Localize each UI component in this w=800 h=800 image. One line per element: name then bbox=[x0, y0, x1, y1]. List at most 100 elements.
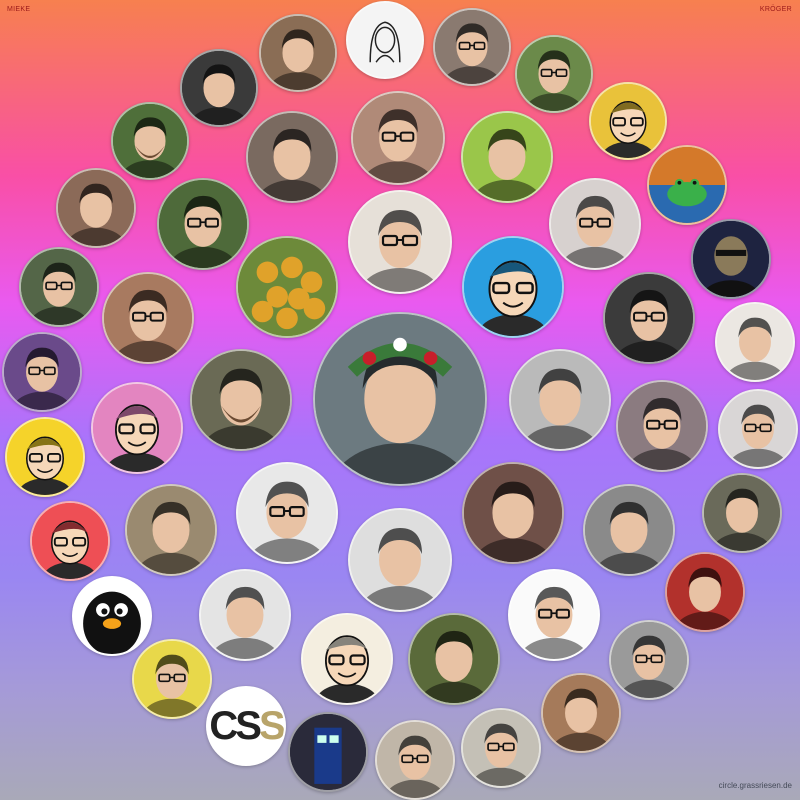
avatar[interactable] bbox=[603, 272, 695, 364]
avatar[interactable] bbox=[509, 349, 611, 451]
person-helmet-icon bbox=[410, 615, 498, 703]
person-icon bbox=[667, 554, 743, 630]
frog-icon bbox=[649, 147, 725, 223]
avatar[interactable] bbox=[715, 302, 795, 382]
cartoon-man-icon bbox=[464, 238, 562, 336]
avatar[interactable] bbox=[348, 508, 452, 612]
person-pipe-icon bbox=[182, 51, 256, 125]
avatar[interactable] bbox=[125, 484, 217, 576]
person-glasses-icon bbox=[551, 180, 639, 268]
avatar[interactable] bbox=[462, 236, 564, 338]
avatar[interactable] bbox=[236, 462, 338, 564]
avatar[interactable] bbox=[111, 102, 189, 180]
blonde-person-icon bbox=[463, 113, 551, 201]
person-glasses-icon bbox=[517, 37, 591, 111]
avatar[interactable] bbox=[583, 484, 675, 576]
person-beard-icon bbox=[113, 104, 187, 178]
avatar[interactable] bbox=[515, 35, 593, 113]
center-avatar[interactable] bbox=[313, 312, 487, 486]
avatar[interactable] bbox=[259, 14, 337, 92]
person-glasses-icon bbox=[353, 93, 443, 183]
avatar[interactable] bbox=[102, 272, 194, 364]
person-glasses-icon bbox=[159, 180, 247, 268]
person-glasses-icon bbox=[134, 641, 210, 717]
avatar[interactable] bbox=[246, 111, 338, 203]
person-glasses-icon bbox=[435, 10, 509, 84]
person-icon bbox=[201, 571, 289, 659]
person-microphone-icon bbox=[58, 170, 134, 246]
cartoon-rainbow-icon bbox=[591, 84, 665, 158]
person-glasses-icon bbox=[21, 249, 97, 325]
avatar[interactable] bbox=[718, 389, 798, 469]
avatar[interactable] bbox=[56, 168, 136, 248]
avatar[interactable] bbox=[19, 247, 99, 327]
avatar[interactable] bbox=[702, 473, 782, 553]
avatar[interactable] bbox=[541, 673, 621, 753]
avatar[interactable] bbox=[190, 349, 292, 451]
avatar[interactable] bbox=[647, 145, 727, 225]
avatar[interactable] bbox=[91, 382, 183, 474]
penguin-icon bbox=[74, 578, 150, 654]
avatar[interactable] bbox=[351, 91, 445, 185]
site-credit: circle.grassriesen.de bbox=[719, 781, 792, 790]
person-cap-sunglasses-icon bbox=[377, 722, 453, 798]
avatar[interactable] bbox=[665, 552, 745, 632]
avatar[interactable] bbox=[609, 620, 689, 700]
shadow-person-icon bbox=[693, 221, 769, 297]
fruit-icon bbox=[238, 238, 336, 336]
person-icon bbox=[543, 675, 619, 751]
person-glasses-icon bbox=[463, 710, 539, 786]
person-icon bbox=[248, 113, 336, 201]
cartoon-hat-man-icon bbox=[303, 615, 391, 703]
avatar[interactable] bbox=[2, 332, 82, 412]
person-glasses-icon bbox=[238, 464, 336, 562]
avatar[interactable] bbox=[461, 708, 541, 788]
sketch-woman-icon bbox=[348, 3, 422, 77]
cartoon-grandpa-icon bbox=[7, 419, 83, 495]
person-glasses-cat-icon bbox=[618, 382, 706, 470]
css-logo-last: S bbox=[259, 704, 283, 748]
avatar[interactable] bbox=[549, 178, 641, 270]
person-cap-icon bbox=[704, 475, 780, 551]
avatar[interactable] bbox=[199, 569, 291, 661]
person-dog-icon bbox=[717, 304, 793, 380]
person-icon bbox=[350, 510, 450, 610]
police-box-icon bbox=[290, 714, 366, 790]
avatar[interactable] bbox=[236, 236, 338, 338]
person-beard-icon bbox=[192, 351, 290, 449]
author-last-name: KRÖGER bbox=[760, 6, 792, 13]
avatar[interactable] bbox=[180, 49, 258, 127]
person-suit-icon bbox=[464, 464, 562, 562]
avatar[interactable] bbox=[589, 82, 667, 160]
avatar[interactable] bbox=[288, 712, 368, 792]
avatar[interactable] bbox=[157, 178, 249, 270]
person-flower-crown-icon bbox=[315, 314, 485, 484]
avatar[interactable] bbox=[132, 639, 212, 719]
css-logo-first: CS bbox=[209, 704, 259, 748]
person-glasses-icon bbox=[720, 391, 796, 467]
person-icon bbox=[585, 486, 673, 574]
css-logo-icon: CSS bbox=[209, 704, 282, 749]
person-glasses-icon bbox=[104, 274, 192, 362]
person-guitar-icon bbox=[127, 486, 215, 574]
avatar[interactable] bbox=[691, 219, 771, 299]
avatar[interactable] bbox=[72, 576, 152, 656]
person-glasses-icon bbox=[605, 274, 693, 362]
avatar[interactable] bbox=[408, 613, 500, 705]
avatar[interactable] bbox=[462, 462, 564, 564]
avatar[interactable] bbox=[375, 720, 455, 800]
avatar[interactable] bbox=[5, 417, 85, 497]
avatar[interactable] bbox=[508, 569, 600, 661]
person-glasses-icon bbox=[4, 334, 80, 410]
cartoon-boy-icon bbox=[32, 503, 108, 579]
person-icon bbox=[261, 16, 335, 90]
avatar[interactable] bbox=[461, 111, 553, 203]
avatar[interactable] bbox=[433, 8, 511, 86]
avatar[interactable] bbox=[346, 1, 424, 79]
avatar[interactable] bbox=[616, 380, 708, 472]
person-glasses-icon bbox=[611, 622, 687, 698]
avatar[interactable] bbox=[348, 190, 452, 294]
css-logo-avatar[interactable]: CSS bbox=[206, 686, 286, 766]
avatar[interactable] bbox=[30, 501, 110, 581]
avatar[interactable] bbox=[301, 613, 393, 705]
